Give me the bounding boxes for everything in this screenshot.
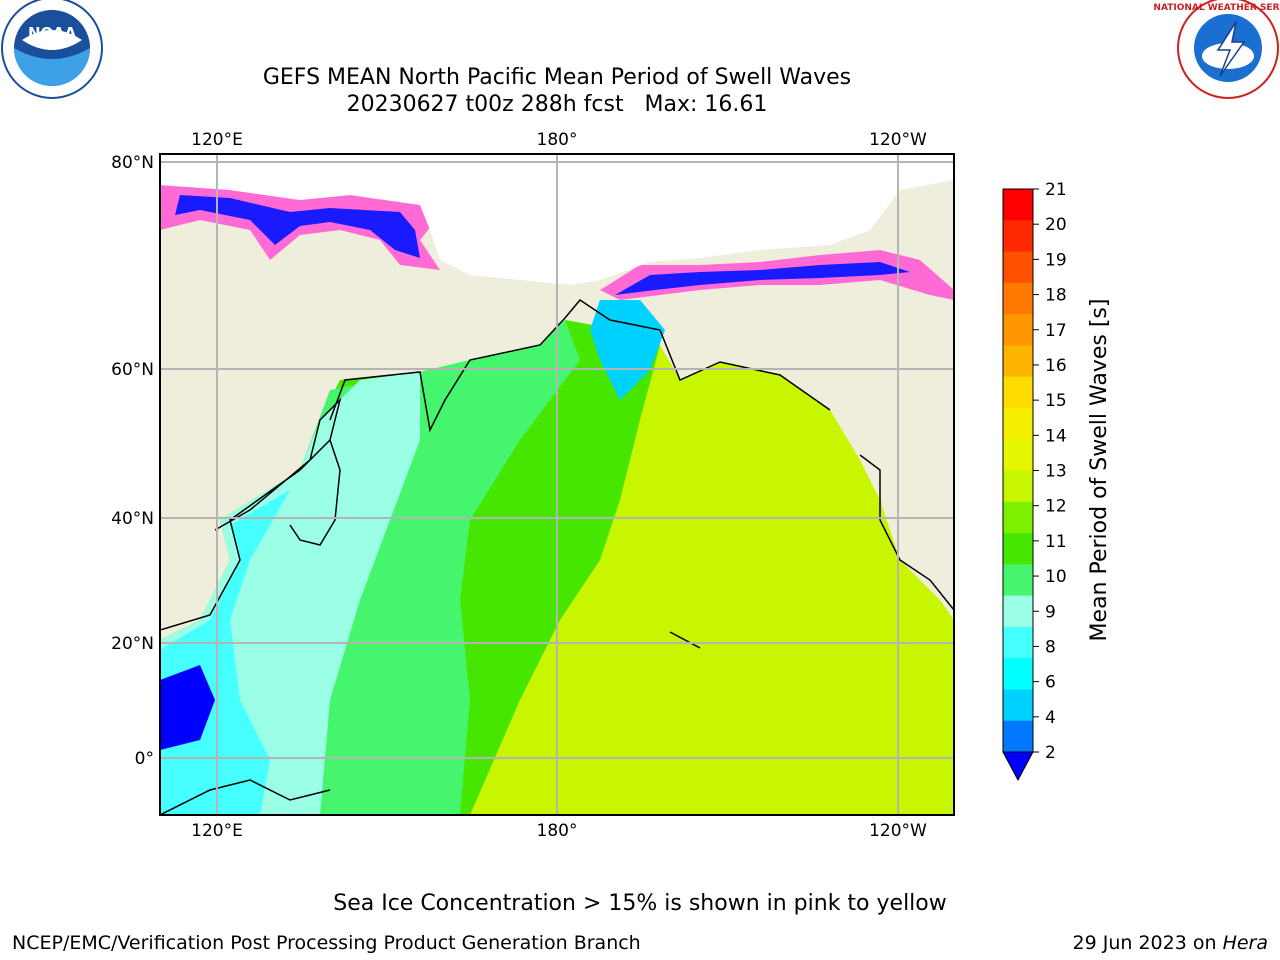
machine-name: Hera	[1222, 932, 1268, 954]
lat-label-20n: 20°N	[111, 634, 154, 654]
colorbar-tick-label: 11	[1045, 532, 1067, 552]
lon-label-bottom-120w: 120°W	[869, 821, 927, 841]
colorbar-tick-label: 6	[1045, 673, 1056, 693]
colorbar-tick-label: 8	[1045, 637, 1056, 657]
colorbar-tick-label: 18	[1045, 286, 1067, 306]
nws-logo-text: NATIONAL WEATHER SERVICE	[1153, 3, 1280, 13]
lon-label-top-120e: 120°E	[191, 130, 243, 150]
colorbar-tick-label: 13	[1045, 462, 1067, 482]
colorbar-tick-label: 17	[1045, 321, 1067, 341]
colorbar-segment	[1003, 595, 1033, 628]
colorbar-segment	[1003, 720, 1033, 753]
ocean-blue-zone	[160, 665, 215, 750]
graticule	[160, 154, 954, 815]
colorbar-tick-label: 2	[1045, 743, 1056, 763]
colorbar-segment	[1003, 439, 1033, 472]
date-stamp: 29 Jun 2023 on Hera	[1073, 932, 1268, 954]
colorbar-tick-label: 16	[1045, 356, 1067, 376]
colorbar-segment	[1003, 376, 1033, 409]
credit-line: NCEP/EMC/Verification Post Processing Pr…	[12, 932, 641, 954]
map-frame	[159, 153, 955, 816]
noaa-logo-text: NOAA	[28, 24, 77, 42]
colorbar-segment	[1003, 689, 1033, 722]
colorbar-tick-label: 15	[1045, 391, 1067, 411]
colorbar-tick-label: 20	[1045, 215, 1067, 235]
lon-label-top-180: 180°	[537, 130, 578, 150]
colorbar	[1002, 188, 1034, 782]
colorbar-segment	[1003, 407, 1033, 440]
lon-label-top-120w: 120°W	[869, 130, 927, 150]
colorbar-segment	[1003, 626, 1033, 659]
colorbar-tick-label: 12	[1045, 497, 1067, 517]
map-subtitle: 20230627 t00z 288h fcst Max: 16.61	[346, 92, 768, 117]
colorbar-tick-label: 4	[1045, 708, 1056, 728]
colorbar-segment	[1003, 501, 1033, 534]
colorbar-tick-label: 21	[1045, 180, 1067, 200]
ocean-lightblue-zone	[590, 300, 665, 400]
colorbar-segment	[1003, 189, 1033, 221]
colorbar-segment	[1003, 282, 1033, 315]
noaa-logo: NOAA	[1, 0, 103, 99]
colorbar-extend-arrow	[1002, 751, 1034, 782]
lon-label-bottom-120e: 120°E	[191, 821, 243, 841]
colorbar-tick-label: 19	[1045, 250, 1067, 270]
sea-ice-note: Sea Ice Concentration > 15% is shown in …	[333, 891, 947, 916]
colorbar-segment	[1003, 533, 1033, 565]
colorbar-segment	[1003, 314, 1033, 346]
colorbar-segment	[1003, 658, 1033, 691]
date-text: 29 Jun 2023 on	[1072, 932, 1223, 954]
colorbar-ticks: 21 20 19 18 17 16 15 14 13 12 11 10 9 8 6 4 2	[1033, 180, 1067, 763]
sea-ice-core	[175, 195, 420, 258]
colorbar-segment	[1003, 345, 1033, 378]
colorbar-segment	[1003, 470, 1033, 503]
colorbar-segment	[1003, 220, 1033, 253]
map-panel	[160, 154, 954, 815]
lat-label-60n: 60°N	[111, 360, 154, 380]
colorbar-segment	[1003, 564, 1033, 597]
lat-label-40n: 40°N	[111, 509, 154, 529]
lat-label-0: 0°	[135, 749, 154, 769]
colorbar-tick-label: 10	[1045, 567, 1067, 587]
colorbar-label: Mean Period of Swell Waves [s]	[1087, 299, 1112, 642]
colorbar-tick-label: 14	[1045, 426, 1067, 446]
sea-ice-east-core	[615, 262, 910, 295]
colorbar-tick-label: 9	[1045, 602, 1056, 622]
lon-label-bottom-180: 180°	[537, 821, 578, 841]
colorbar-segment	[1003, 251, 1033, 284]
nws-logo: NATIONAL WEATHER SERVICE	[1153, 0, 1280, 99]
lat-label-80n: 80°N	[111, 153, 154, 173]
map-title: GEFS MEAN North Pacific Mean Period of S…	[262, 65, 852, 90]
